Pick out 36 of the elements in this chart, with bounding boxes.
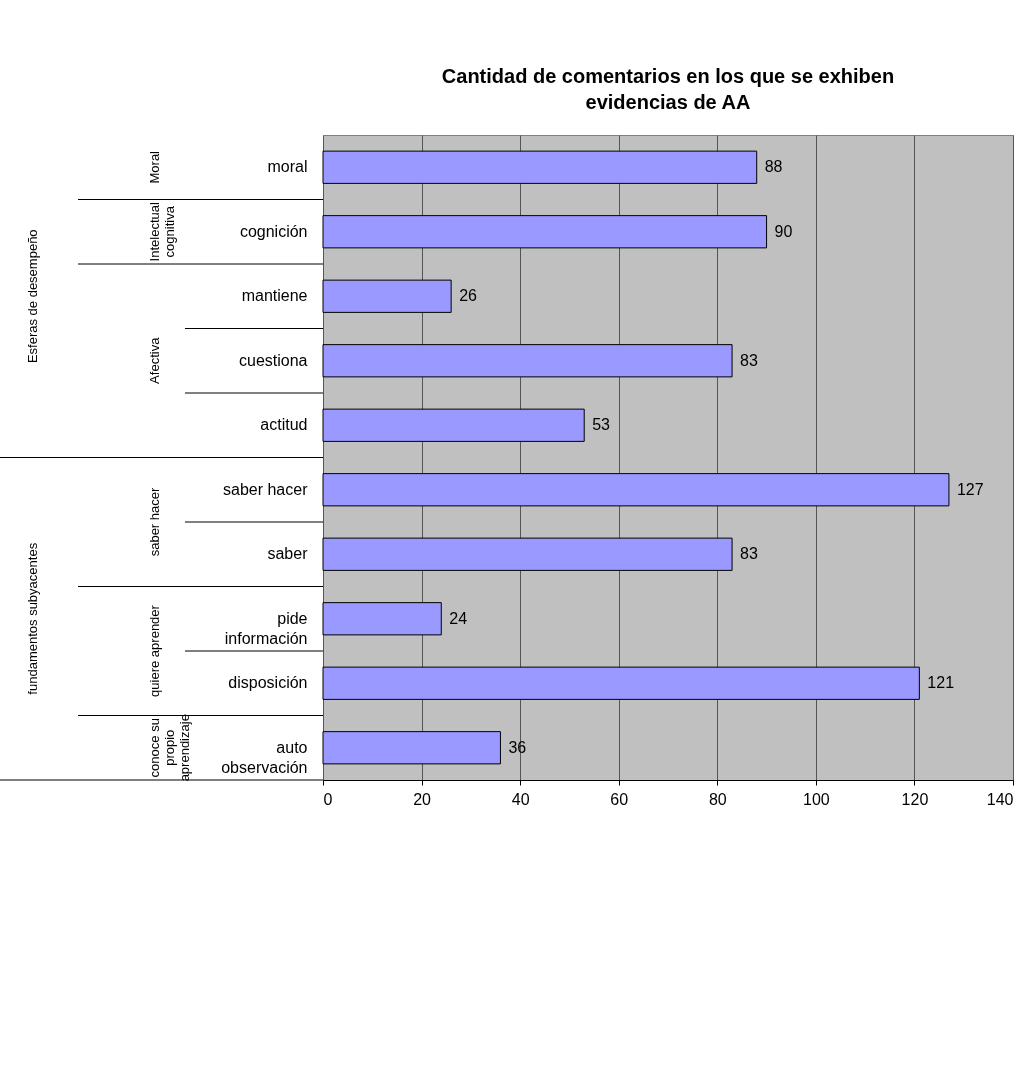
- x-tick-label: 0: [323, 790, 333, 808]
- y-tick-label: disposición: [228, 674, 308, 692]
- text: saber hacer: [147, 487, 162, 557]
- x-tick-label: 20: [413, 790, 432, 808]
- text: quiere aprender: [147, 604, 162, 697]
- x-tick-label: 120: [901, 790, 929, 808]
- y-tick-label: saber hacer: [223, 480, 309, 498]
- text: Intelectual cognitiva: [147, 202, 177, 262]
- data-label: 88: [764, 158, 783, 176]
- x-tick-label: 80: [708, 790, 727, 808]
- text: conoce su propio aprendizaje: [147, 714, 192, 782]
- text: Esferas de desempeño: [25, 229, 40, 364]
- data-label: 53: [592, 416, 611, 434]
- x-tick-label: 60: [610, 790, 629, 808]
- data-label: 90: [774, 222, 793, 240]
- data-label: 83: [740, 545, 758, 563]
- text: Moral: [147, 150, 162, 184]
- y-tick-label: mantiene: [241, 287, 308, 305]
- y-tick-label: saber: [267, 545, 309, 563]
- x-tick-label: 40: [511, 790, 530, 808]
- y-tick-label: actitud: [260, 416, 308, 434]
- y-tick-label: moral: [267, 158, 308, 176]
- data-label: 127: [956, 480, 984, 498]
- y-tick-label: cuestiona: [239, 351, 308, 369]
- data-label: 24: [449, 609, 468, 627]
- y-tick-label: cognición: [239, 222, 308, 240]
- y-tick-label: auto observación: [221, 738, 308, 776]
- data-label: 121: [927, 674, 955, 692]
- data-label: 26: [459, 287, 478, 305]
- text: fundamentos subyacentes: [25, 542, 40, 695]
- chart-title: Cantidad de comentarios en los que se exhiben evidencias de AA: [441, 65, 895, 113]
- text: Afectiva: [147, 336, 162, 384]
- y-tick-label: pide información: [224, 609, 308, 647]
- data-label: 83: [740, 351, 758, 369]
- x-tick-label: 140: [986, 790, 1014, 808]
- x-tick-label: 100: [803, 790, 830, 808]
